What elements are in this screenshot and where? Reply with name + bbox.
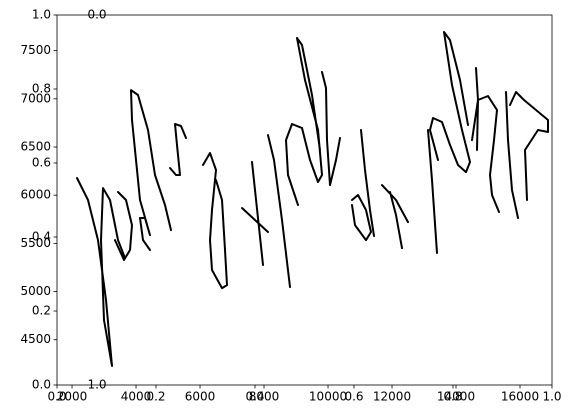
y3-tick-label: 1.0 <box>87 378 106 392</box>
x-tick-label: 0.2 <box>146 390 165 404</box>
y-tick-label: 7500 <box>20 43 51 57</box>
x-tick-label: 16000 <box>501 390 539 404</box>
y-tick-label: 5000 <box>20 284 51 298</box>
plot-frame <box>56 14 553 386</box>
x-tick-label: 1.0 <box>542 390 561 404</box>
y-tick-label: 0.4 <box>32 230 51 244</box>
x-tick-label: 12000 <box>373 390 411 404</box>
x-tick-label: 6000 <box>185 390 216 404</box>
y-tick-label: 1.0 <box>32 8 51 22</box>
x-tick-label: 4000 <box>121 390 152 404</box>
x-tick-label: 0.4 <box>245 390 264 404</box>
y-tick-label: 6000 <box>20 188 51 202</box>
y-tick-label: 0.0 <box>32 378 51 392</box>
x-tick-label: 0.6 <box>344 390 363 404</box>
x-tick-label: 8000 <box>249 390 280 404</box>
y-tick-label: 0.6 <box>32 156 51 170</box>
x-tick-label: 10000 <box>309 390 347 404</box>
y-tick-label: 7000 <box>20 91 51 105</box>
y-tick-label: 4500 <box>20 332 51 346</box>
x-tick-label: 2000 <box>57 390 88 404</box>
x-tick-label: 0.0 <box>47 390 66 404</box>
x-tick-label: 0.8 <box>443 390 462 404</box>
line <box>76 31 549 367</box>
y-tick-label: 6500 <box>20 140 51 154</box>
y-tick-label: 0.8 <box>32 82 51 96</box>
y-tick-label: 0.2 <box>32 304 51 318</box>
y3-tick-label: 0.0 <box>87 8 106 22</box>
y-tick-label: 5500 <box>20 236 51 250</box>
x-tick-label: 14000 <box>437 390 475 404</box>
